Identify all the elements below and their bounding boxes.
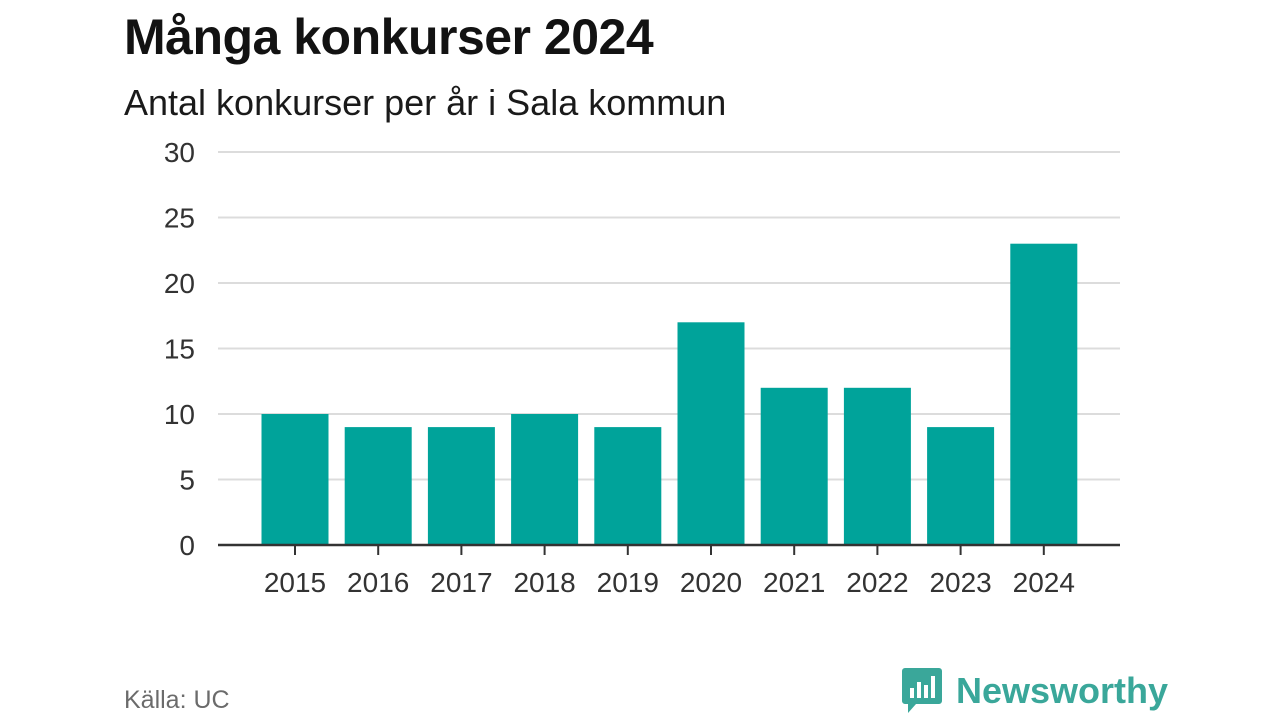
x-tick-label: 2024	[1013, 567, 1075, 598]
bars	[261, 243, 1078, 545]
x-tick-label: 2019	[597, 567, 659, 598]
x-tick-label: 2017	[430, 567, 492, 598]
bar-2015	[261, 414, 329, 545]
x-tick-labels: 2015 2016 2017 2018 2019 2020 2021 2022 2023 2024	[264, 567, 1075, 598]
x-axis	[218, 543, 1120, 555]
x-tick-label: 2018	[513, 567, 575, 598]
x-tick-label: 2022	[846, 567, 908, 598]
source-note: Källa: UC	[124, 686, 230, 714]
y-tick-label: 5	[179, 465, 195, 496]
y-tick-label: 0	[179, 530, 195, 561]
y-tick-label: 20	[164, 268, 195, 299]
bar-2023	[927, 427, 995, 545]
chart-subtitle: Antal konkurser per år i Sala kommun	[124, 82, 727, 123]
newsworthy-logo-icon	[902, 668, 942, 713]
newsworthy-logo: Newsworthy	[902, 668, 1168, 714]
y-tick-label: 10	[164, 399, 195, 430]
x-tick-label: 2016	[347, 567, 409, 598]
bar-2024	[1010, 243, 1078, 545]
newsworthy-wordmark: Newsworthy	[956, 670, 1169, 711]
y-tick-label: 15	[164, 334, 195, 365]
bar-2017	[427, 427, 495, 545]
y-tick-label: 30	[164, 137, 195, 168]
y-tick-labels: 0 5 10 15 20 25 30	[164, 137, 195, 561]
chart-title: Många konkurser 2024	[124, 9, 654, 65]
x-tick-label: 2020	[680, 567, 742, 598]
bar-2016	[344, 427, 412, 545]
bar-2022	[843, 387, 911, 545]
bar-2018	[511, 414, 579, 545]
y-tick-label: 25	[164, 203, 195, 234]
bar-2021	[760, 387, 828, 545]
bar-2020	[677, 322, 745, 545]
x-tick-label: 2023	[929, 567, 991, 598]
x-tick-label: 2015	[264, 567, 326, 598]
bar-2019	[594, 427, 662, 545]
x-tick-label: 2021	[763, 567, 825, 598]
